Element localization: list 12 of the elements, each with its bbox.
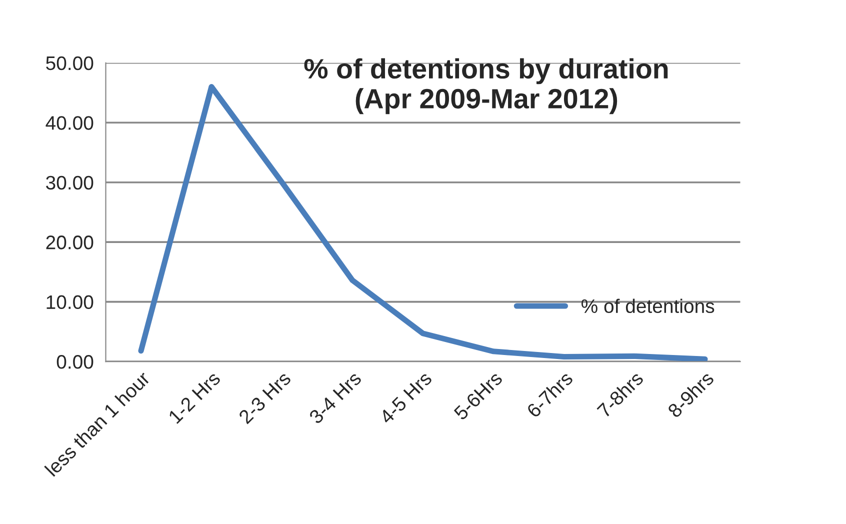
y-tick-label: 10.00 — [46, 295, 94, 310]
x-tick-label: 3-4 Hrs — [308, 370, 362, 425]
x-tick-label: 1-2 Hrs — [168, 370, 222, 424]
x-tick-label: 2-3 Hrs — [238, 370, 292, 424]
y-tick-label: 40.00 — [46, 116, 94, 130]
y-tick-label: 0.00 — [56, 355, 94, 369]
legend-label: % of detentions — [582, 298, 714, 314]
y-tick-label: 30.00 — [46, 176, 94, 190]
y-tick-label: 50.00 — [46, 56, 94, 70]
x-tick-label: 4-5 Hrs — [378, 370, 433, 425]
y-tick-label: 20.00 — [46, 236, 94, 250]
chart-title: % of detentions by duration (Apr 2009-Mar 2012) — [304, 58, 668, 114]
